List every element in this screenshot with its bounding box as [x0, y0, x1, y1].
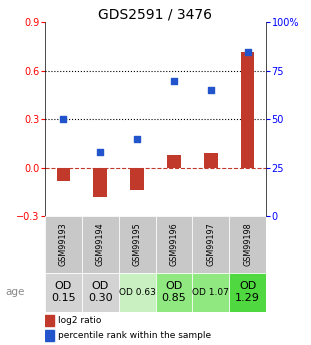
Text: OD 1.07: OD 1.07	[192, 288, 229, 297]
Bar	[93, 168, 107, 197]
Bar	[192, 216, 229, 273]
Bar	[204, 153, 218, 168]
Point	[245, 49, 250, 54]
Bar	[45, 315, 54, 326]
Bar	[229, 216, 266, 273]
Bar	[156, 216, 192, 273]
Text: GSM99194: GSM99194	[96, 223, 105, 266]
Point	[61, 117, 66, 122]
Text: GSM99196: GSM99196	[169, 223, 179, 266]
Text: GSM99193: GSM99193	[59, 223, 68, 266]
Point	[135, 136, 140, 141]
Text: GSM99195: GSM99195	[132, 223, 142, 266]
Text: GSM99197: GSM99197	[206, 223, 215, 266]
Text: OD
0.15: OD 0.15	[51, 282, 76, 303]
Bar	[156, 273, 192, 312]
Bar	[229, 273, 266, 312]
Text: OD 0.63: OD 0.63	[119, 288, 156, 297]
Bar	[119, 216, 156, 273]
Bar	[119, 273, 156, 312]
Bar	[57, 168, 71, 181]
Text: OD
1.29: OD 1.29	[235, 282, 260, 303]
Bar	[45, 329, 54, 341]
Text: percentile rank within the sample: percentile rank within the sample	[58, 331, 211, 340]
Text: OD
0.85: OD 0.85	[161, 282, 186, 303]
Bar	[130, 168, 144, 190]
Point	[171, 78, 176, 83]
Bar	[45, 273, 82, 312]
Bar	[240, 51, 254, 168]
Text: OD
0.30: OD 0.30	[88, 282, 113, 303]
Bar	[82, 273, 119, 312]
Text: age: age	[6, 287, 25, 297]
Text: GSM99198: GSM99198	[243, 223, 252, 266]
Point	[98, 150, 103, 155]
Bar	[45, 216, 82, 273]
Point	[208, 88, 213, 93]
Bar	[82, 216, 119, 273]
Bar	[192, 273, 229, 312]
Title: GDS2591 / 3476: GDS2591 / 3476	[99, 7, 212, 21]
Bar	[167, 155, 181, 168]
Text: log2 ratio: log2 ratio	[58, 316, 101, 325]
